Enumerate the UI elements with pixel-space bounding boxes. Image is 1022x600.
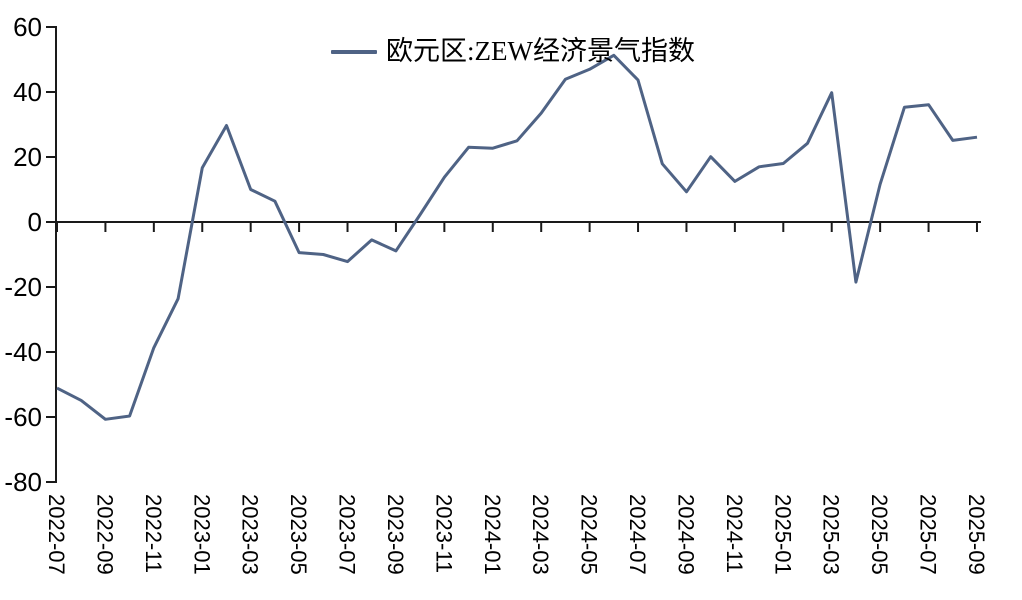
x-tick-label: 2024-09 <box>673 494 698 575</box>
y-tick-label: -60 <box>4 402 42 432</box>
legend-series-label: 欧元区:ZEW经济景气指数 <box>386 36 695 66</box>
legend-line-swatch <box>331 49 377 54</box>
x-tick-label: 2022-11 <box>141 494 166 573</box>
x-tick-label: 2022-09 <box>92 494 117 575</box>
x-tick-label: 2024-07 <box>625 494 650 575</box>
x-tick-label: 2025-03 <box>819 494 844 575</box>
x-tick-label: 2023-09 <box>383 494 408 575</box>
y-tick-label: 20 <box>13 142 42 172</box>
x-tick-label: 2024-05 <box>577 494 602 575</box>
x-tick-label: 2023-11 <box>431 494 456 573</box>
series-line <box>56 53 978 421</box>
x-tick-label: 2022-07 <box>44 494 69 575</box>
x-tick-label: 2023-01 <box>189 494 214 575</box>
y-tick-label: -40 <box>4 337 42 367</box>
x-tick-label: 2023-03 <box>238 494 263 575</box>
y-tick-label: 40 <box>13 77 42 107</box>
x-tick-label: 2025-05 <box>867 494 892 575</box>
y-tick-label: -20 <box>4 272 42 302</box>
x-tick-label: 2024-01 <box>480 494 505 575</box>
x-tick-label: 2025-07 <box>916 494 941 575</box>
x-tick-label: 2024-11 <box>722 494 747 573</box>
x-tick-label: 2025-01 <box>770 494 795 575</box>
y-tick-label: 0 <box>28 207 42 237</box>
y-tick-label: 60 <box>13 12 42 42</box>
y-tick-label: -80 <box>4 467 42 497</box>
chart-legend: 欧元区:ZEW经济景气指数 <box>331 38 695 65</box>
x-tick-label: 2024-03 <box>528 494 553 575</box>
x-tick-label: 2023-07 <box>335 494 360 575</box>
x-tick-label: 2023-05 <box>286 494 311 575</box>
x-tick-label: 2025-09 <box>964 494 989 575</box>
